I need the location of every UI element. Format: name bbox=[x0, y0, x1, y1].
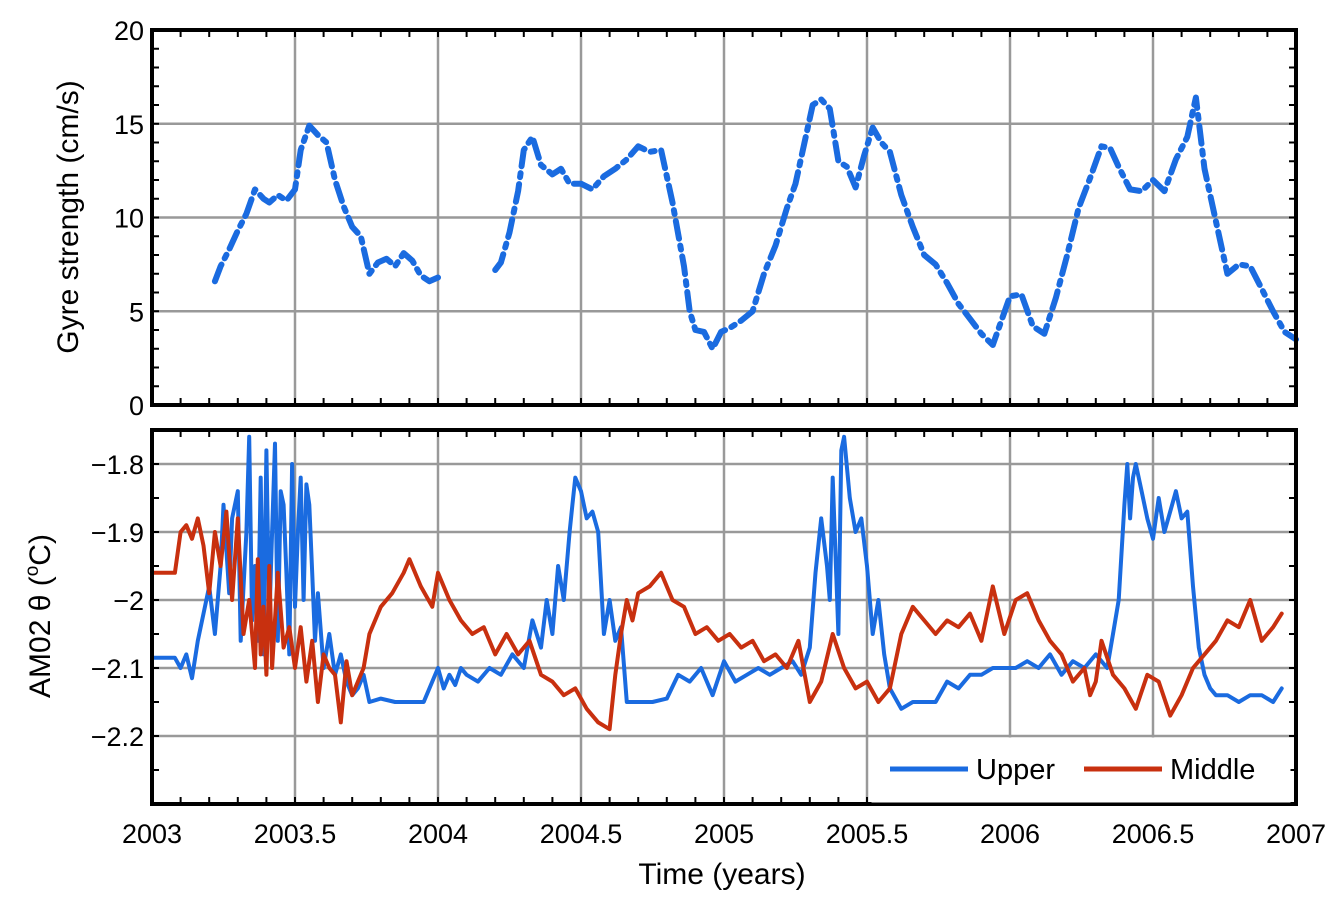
legend-label-upper: Upper bbox=[976, 754, 1055, 786]
bottom-ylabel-end: C) bbox=[24, 534, 57, 566]
x-tick-label: 2003.5 bbox=[254, 819, 337, 849]
bottom-y-tick-label: −2 bbox=[113, 586, 144, 616]
top-y-tick-label: 15 bbox=[114, 110, 144, 140]
x-tick-label: 2006 bbox=[980, 819, 1040, 849]
bottom-y-tick-label: −2.1 bbox=[91, 654, 144, 684]
x-tick-label: 2003 bbox=[122, 819, 182, 849]
x-tick-label: 2004 bbox=[408, 819, 468, 849]
top-y-tick-label: 0 bbox=[129, 391, 144, 421]
x-tick-label: 2004.5 bbox=[540, 819, 623, 849]
bottom-ylabel-main: AM02 θ ( bbox=[24, 576, 57, 698]
x-tick-label: 2006.5 bbox=[1112, 819, 1195, 849]
top-ylabel: Gyre strength (cm/s) bbox=[52, 80, 85, 353]
top-y-tick-label: 20 bbox=[114, 16, 144, 46]
bottom-axes-frame bbox=[150, 428, 1298, 806]
top-axes-frame bbox=[150, 28, 1298, 407]
x-tick-label: 2005.5 bbox=[826, 819, 909, 849]
legend: Upper Middle bbox=[871, 737, 1291, 803]
legend-label-middle: Middle bbox=[1170, 754, 1255, 786]
x-tick-label: 2005 bbox=[694, 819, 754, 849]
bottom-ylabel: AM02 θ (oC) bbox=[22, 534, 57, 698]
middle-series-line bbox=[150, 509, 1284, 732]
upper-series-line bbox=[211, 122, 441, 285]
top-y-tick-label: 10 bbox=[114, 204, 144, 234]
upper-series-line bbox=[492, 94, 1299, 352]
top-y-tick-label: 5 bbox=[129, 297, 144, 327]
gyre-strength-panel: 0 5 10 15 20 bbox=[114, 16, 1299, 421]
bottom-ylabel-superscript: o bbox=[22, 566, 43, 577]
x-axis-title: Time (years) bbox=[638, 858, 805, 891]
bottom-y-tick-label: −2.2 bbox=[91, 722, 144, 752]
bottom-y-tick-label: −1.9 bbox=[91, 518, 144, 548]
x-tick-label: 2007 bbox=[1266, 819, 1326, 849]
bottom-y-tick-label: −1.8 bbox=[91, 450, 144, 480]
